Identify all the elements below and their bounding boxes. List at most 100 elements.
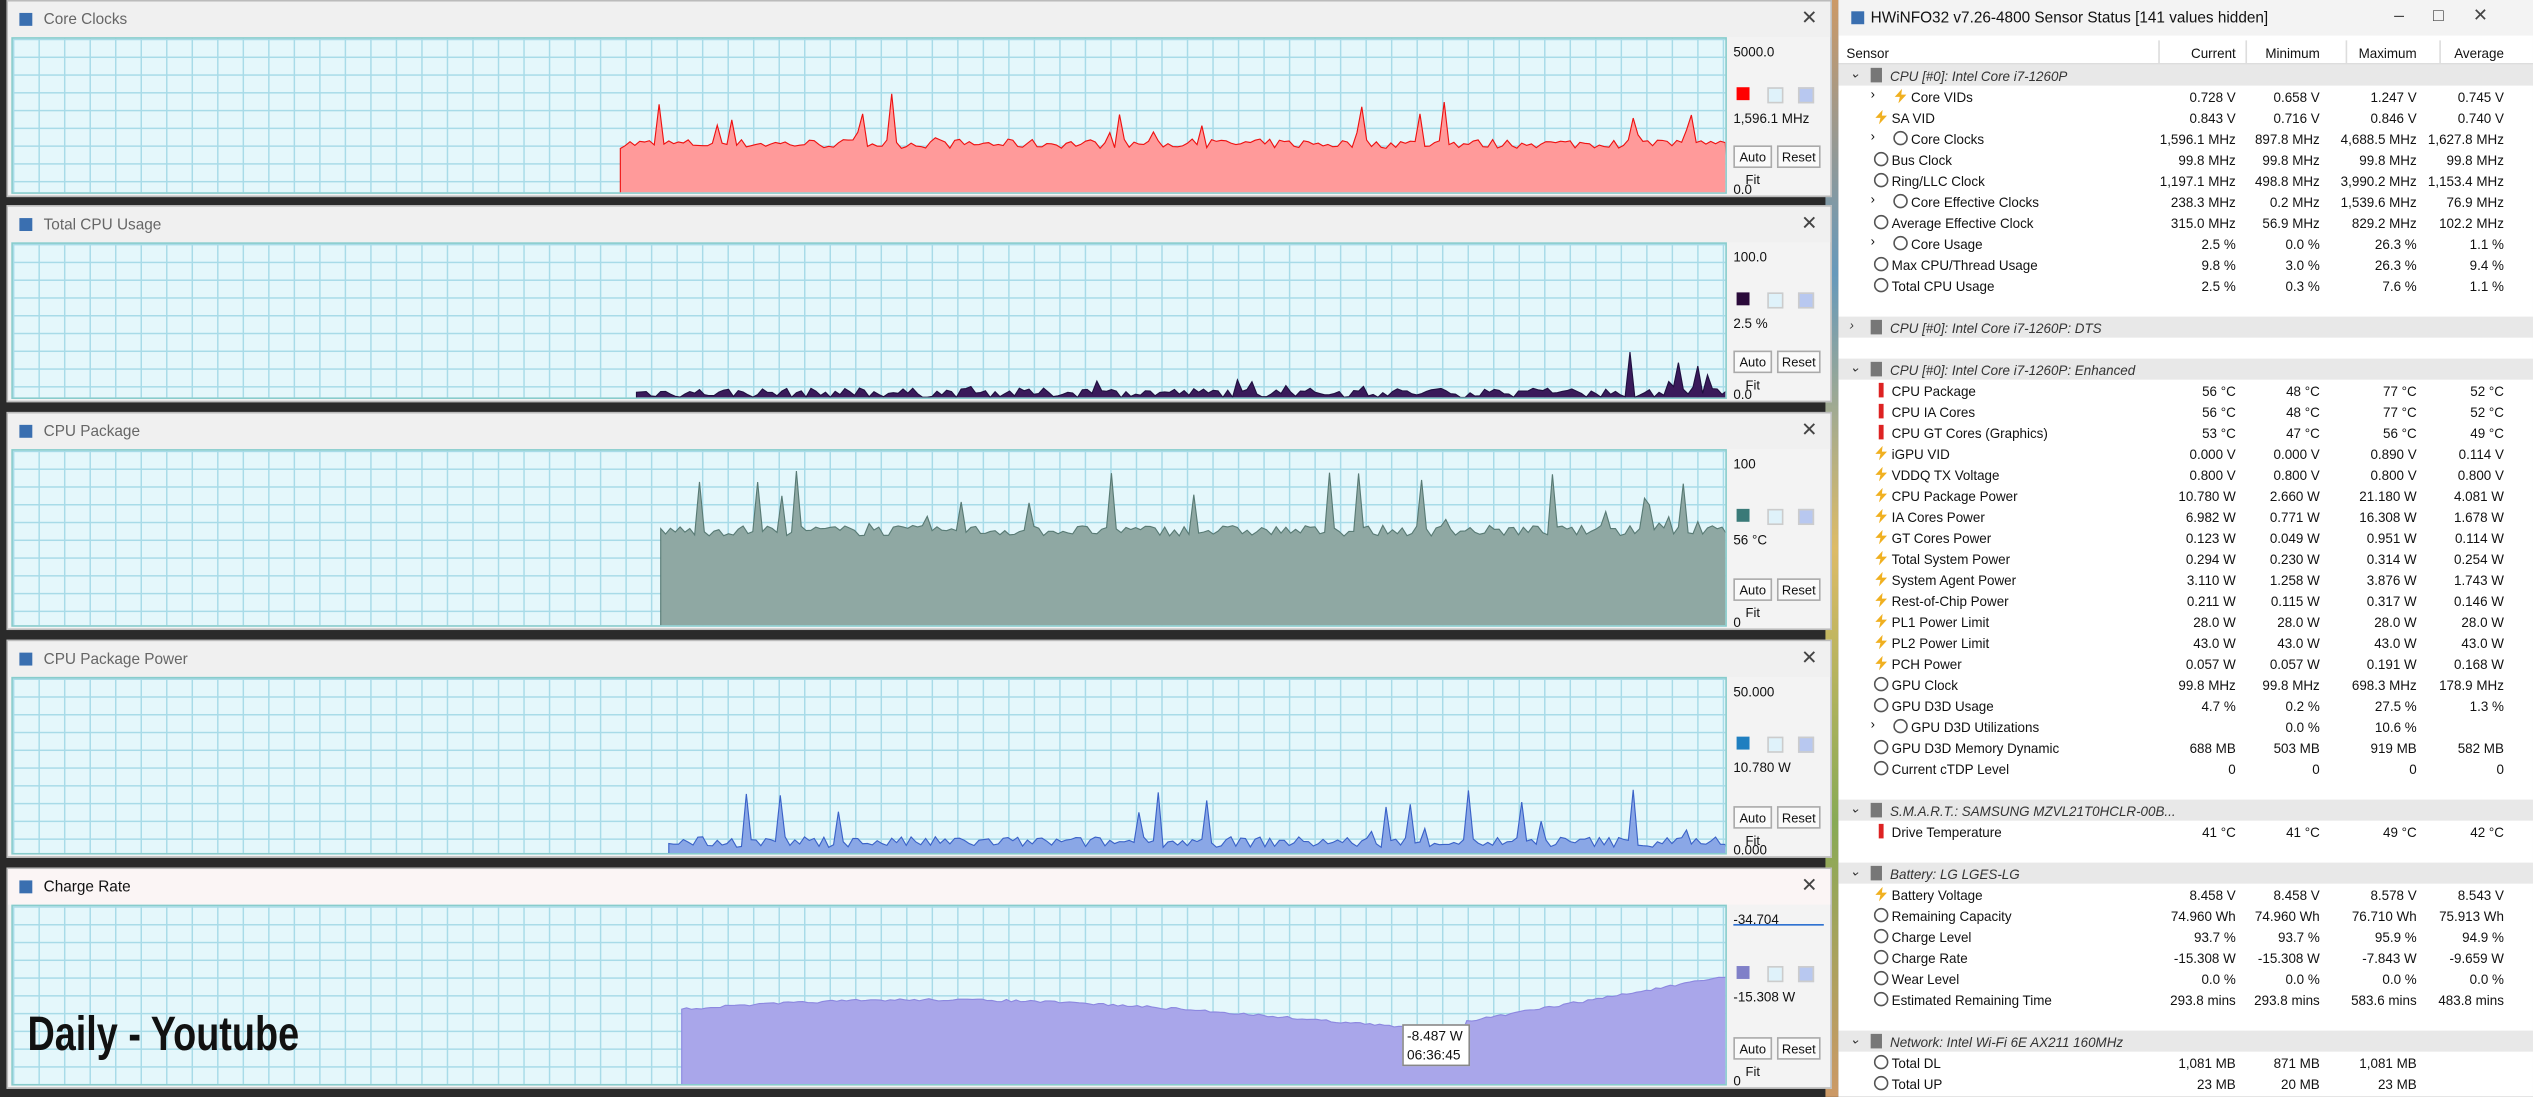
swatch-blank[interactable]	[1767, 508, 1784, 525]
sensor-value: 42 °C	[2470, 823, 2504, 841]
column-header[interactable]: Minimum	[2265, 45, 2320, 62]
sensor-icon	[1893, 718, 1908, 734]
graph-trace	[635, 351, 1726, 398]
sensor-row: › Core Clocks 1,596.1 MHz 897.8 MHz 4,688.5 …	[1838, 128, 2533, 149]
sensor-value: 698.3 MHz	[2351, 676, 2417, 694]
group-icon	[1870, 865, 1882, 881]
sensor-value: 0.800 V	[2370, 466, 2417, 484]
sensor-value: 77 °C	[2383, 382, 2417, 400]
sensor-row: Rest-of-Chip Power 0.211 W 0.115 W 0.317 W 0…	[1838, 590, 2533, 611]
sensor-icon	[1894, 88, 1907, 104]
sensor-value: 99.8 MHz	[2178, 151, 2236, 169]
min-label: 0.0	[1733, 180, 1753, 198]
sensor-icon	[1873, 676, 1889, 692]
close-button[interactable]: ✕	[1801, 418, 1818, 442]
sensor-icon	[1873, 928, 1889, 944]
sensor-value: 4.7 %	[2201, 697, 2236, 715]
expand-toggle[interactable]: ›	[1870, 129, 1875, 144]
sensor-value: 0.0 %	[2285, 235, 2320, 253]
swatch-blank[interactable]	[1767, 965, 1784, 982]
sensor-value: 9.4 %	[2469, 256, 2504, 274]
expand-toggle[interactable]: ⌄	[1849, 864, 1861, 879]
auto-fit-button[interactable]: Auto Fit	[1733, 578, 1773, 620]
sensor-value: 1,081 MB	[2178, 1054, 2236, 1072]
column-header[interactable]: Average	[2454, 45, 2504, 62]
swatch-blank[interactable]	[1767, 736, 1784, 753]
sensor-icon	[1893, 235, 1908, 251]
sensor-group: ⌄ CPU [#0]: Intel Core i7-1260P: Enhanced	[1838, 358, 2533, 380]
reset-button[interactable]: Reset	[1776, 1037, 1821, 1060]
color-swatch[interactable]	[1736, 291, 1750, 305]
sensor-value: 56 °C	[2202, 382, 2236, 400]
expand-toggle[interactable]: ›	[1870, 87, 1875, 102]
sensor-group: ⌄ Network: Intel Wi-Fi 6E AX211 160MHz	[1838, 1030, 2533, 1052]
color-swatch[interactable]	[1736, 86, 1750, 100]
close-button[interactable]: ✕	[1801, 646, 1818, 669]
column-header[interactable]: Maximum	[2358, 45, 2417, 62]
close-button[interactable]: ✕	[1801, 6, 1818, 30]
expand-toggle[interactable]: ›	[1870, 192, 1875, 207]
sensor-label: SA VID	[1891, 109, 1935, 127]
color-swatch[interactable]	[1736, 508, 1750, 522]
tooltip-time: 06:36:45	[1407, 1046, 1461, 1063]
window-controls[interactable]: –□✕	[2394, 6, 2517, 26]
swatch-blank[interactable]	[1797, 736, 1815, 753]
column-divider	[2245, 40, 2248, 64]
close-button[interactable]: ✕	[1801, 873, 1818, 897]
sensor-value: 28.0 W	[2193, 613, 2236, 631]
sensor-label: Rest-of-Chip Power	[1891, 592, 2009, 610]
sensor-value: 43.0 W	[2193, 634, 2236, 652]
reset-button[interactable]: Reset	[1776, 806, 1821, 829]
sensor-row: CPU Package Power 10.780 W 2.660 W 21.180 W…	[1838, 485, 2533, 506]
swatch-blank[interactable]	[1767, 291, 1784, 308]
column-header[interactable]: Sensor	[1846, 45, 1889, 62]
sensor-value: 48 °C	[2286, 403, 2320, 421]
swatch-blank[interactable]	[1797, 86, 1815, 103]
expand-toggle[interactable]: ⌄	[1849, 1032, 1861, 1047]
auto-fit-button[interactable]: Auto Fit	[1733, 145, 1773, 187]
sensor-label: Total CPU Usage	[1891, 277, 1995, 295]
swatch-blank[interactable]	[1767, 86, 1784, 103]
sensor-icon	[1875, 487, 1887, 503]
reset-button[interactable]: Reset	[1776, 350, 1821, 374]
max-underline	[1733, 924, 1824, 926]
sensor-label: System Agent Power	[1891, 571, 2017, 589]
reset-button[interactable]: Reset	[1776, 145, 1821, 169]
expand-toggle[interactable]: ›	[1849, 318, 1854, 333]
sensor-label: Battery Voltage	[1891, 886, 1983, 904]
sensor-label: CPU Package Power	[1891, 487, 2018, 505]
close-button[interactable]: ✕	[1801, 211, 1818, 235]
expand-toggle[interactable]: ›	[1870, 717, 1875, 732]
group-name: CPU [#0]: Intel Core i7-1260P: DTS	[1890, 319, 2102, 337]
sensor-value: 293.8 mins	[2254, 991, 2320, 1009]
sensor-label: IA Cores Power	[1891, 508, 1985, 526]
auto-fit-button[interactable]: Auto Fit	[1733, 1037, 1773, 1079]
sensor-label: Remaining Capacity	[1891, 907, 2012, 925]
sensor-value: 23 MB	[2377, 1075, 2417, 1093]
auto-fit-button[interactable]: Auto Fit	[1733, 350, 1773, 393]
swatch-blank[interactable]	[1797, 508, 1815, 525]
sensor-value: 498.8 MHz	[2254, 172, 2320, 190]
sensor-label: Ring/LLC Clock	[1891, 172, 1985, 190]
color-swatch[interactable]	[1736, 736, 1750, 750]
sensor-icon	[1875, 445, 1887, 461]
sensor-label: GPU D3D Usage	[1891, 697, 1994, 715]
column-header[interactable]: Current	[2191, 45, 2236, 62]
sensor-value: -9.659 W	[2449, 949, 2504, 967]
sensor-label: Core Clocks	[1911, 130, 1985, 148]
group-name: S.M.A.R.T.: SAMSUNG MZVL21T0HCLR-00B...	[1890, 802, 2176, 820]
color-swatch[interactable]	[1736, 965, 1750, 979]
expand-toggle[interactable]: ⌄	[1849, 360, 1861, 375]
expand-toggle[interactable]: ›	[1870, 234, 1875, 249]
reset-button[interactable]: Reset	[1776, 578, 1821, 601]
expand-toggle[interactable]: ⌄	[1849, 801, 1861, 816]
sensor-value: 503 MB	[2273, 739, 2320, 757]
title-bar: CPU Package ✕	[8, 413, 1831, 450]
group-icon	[1870, 1033, 1882, 1049]
sensor-value: 0.890 V	[2370, 445, 2417, 463]
swatch-blank[interactable]	[1797, 291, 1815, 308]
group-icon	[1870, 802, 1882, 818]
auto-fit-button[interactable]: Auto Fit	[1733, 806, 1773, 848]
expand-toggle[interactable]: ⌄	[1849, 66, 1861, 81]
swatch-blank[interactable]	[1797, 965, 1815, 982]
